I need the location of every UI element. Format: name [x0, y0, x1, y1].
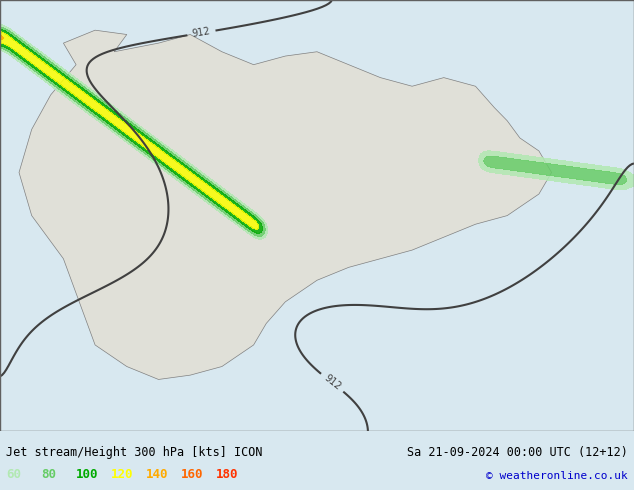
Text: 140: 140 — [146, 468, 168, 481]
Text: 160: 160 — [181, 468, 203, 481]
Text: 120: 120 — [111, 468, 133, 481]
Text: 60: 60 — [6, 468, 22, 481]
Text: © weatheronline.co.uk: © weatheronline.co.uk — [486, 471, 628, 481]
Text: 912: 912 — [191, 26, 211, 39]
Text: Jet stream/Height 300 hPa [kts] ICON: Jet stream/Height 300 hPa [kts] ICON — [6, 446, 263, 459]
Text: Sa 21-09-2024 00:00 UTC (12+12): Sa 21-09-2024 00:00 UTC (12+12) — [407, 446, 628, 459]
Text: 80: 80 — [41, 468, 56, 481]
Polygon shape — [19, 30, 552, 379]
Text: 180: 180 — [216, 468, 238, 481]
Text: 912: 912 — [322, 373, 342, 392]
Text: 100: 100 — [76, 468, 98, 481]
